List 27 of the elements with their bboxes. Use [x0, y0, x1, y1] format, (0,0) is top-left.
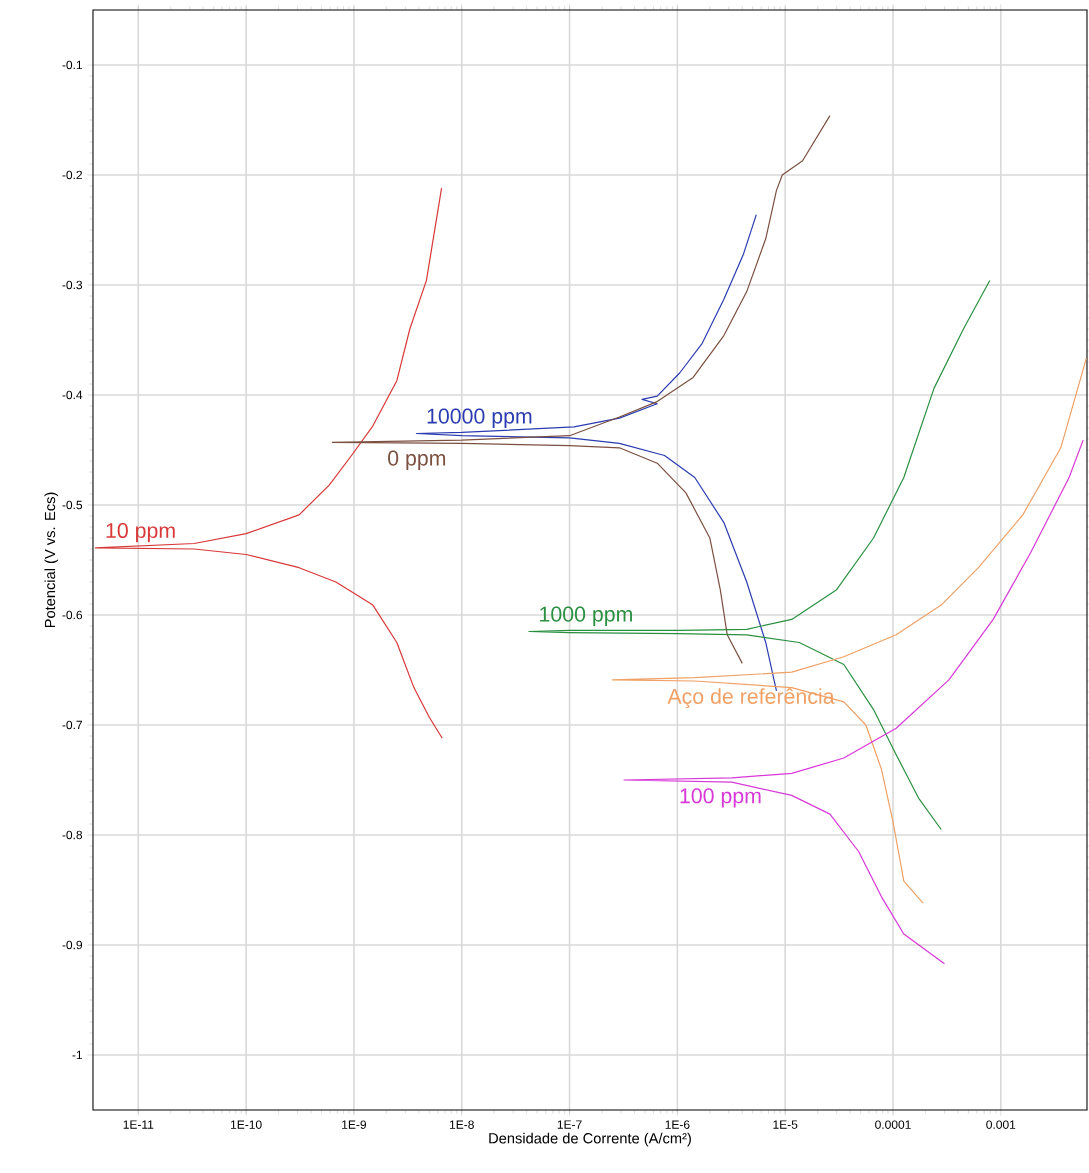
x-tick-label: 1E-9 [342, 1120, 367, 1129]
y-tick-label: -0.8 [62, 830, 83, 840]
series-label: 10000 ppm [427, 408, 532, 428]
y-tick-label: -0.9 [62, 940, 83, 950]
x-tick-label: 1E-5 [773, 1120, 798, 1129]
x-tick-label: 0.0001 [875, 1120, 911, 1129]
series-label: 0 ppm [388, 450, 446, 470]
y-tick-label: -0.5 [62, 500, 83, 510]
series-label: 1000 ppm [540, 606, 632, 626]
x-tick-label: 1E-11 [123, 1120, 154, 1129]
y-tick-label: -0.3 [62, 280, 83, 290]
y-tick-label: -0.7 [62, 720, 82, 730]
x-tick-label: 1E-10 [231, 1120, 262, 1129]
y-axis-title: Potencial (V vs. Ecs) [44, 492, 59, 628]
x-tick-label: 1E-6 [665, 1120, 690, 1129]
x-tick-label: 1E-7 [557, 1120, 582, 1129]
x-axis-title: Densidade de Corrente (A/cm²) [489, 1132, 691, 1147]
x-tick-label: 0.001 [986, 1120, 1016, 1129]
series-label: 100 ppm [680, 788, 761, 808]
series-label: 10 ppm [106, 522, 175, 543]
y-tick-label: -1 [72, 1050, 83, 1060]
y-tick-label: -0.4 [62, 390, 83, 400]
series-label: Aço de referência [667, 688, 835, 709]
y-tick-label: -0.2 [62, 170, 82, 180]
y-tick-label: -0.1 [62, 60, 83, 70]
y-tick-label: -0.6 [62, 610, 83, 620]
x-tick-label: 1E-8 [449, 1120, 474, 1129]
